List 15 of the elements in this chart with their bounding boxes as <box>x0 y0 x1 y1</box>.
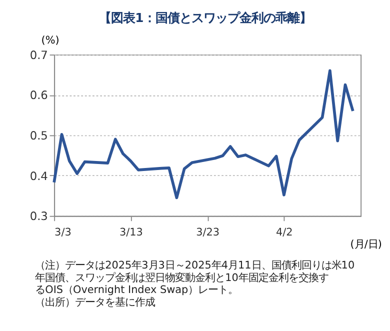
x-axis-title: (月/日) <box>350 238 382 251</box>
line-series <box>52 69 354 200</box>
y-tick-label: 0.6 <box>30 88 48 102</box>
y-tick-label: 0.4 <box>30 168 48 183</box>
x-tick-label: 4/2 <box>276 226 293 238</box>
y-axis-title: (%) <box>41 34 60 47</box>
y-tick-label: 0.7 <box>30 48 48 62</box>
y-tick-label: 0.5 <box>30 128 48 142</box>
text: （出所）データを基に作成 <box>35 296 156 309</box>
text: （注）データは2025年3月3日～2025年4月11日、国債利回りは米10年国債、スワップ金利は翌日物変動金利と10年固定金利を交換するOIS（Overnight Index Swap）レート。 <box>35 260 355 296</box>
y-tick-label: 0.3 <box>30 209 48 224</box>
x-tick-label: 3/23 <box>196 226 220 238</box>
x-tick-label: 3/13 <box>119 226 143 238</box>
x-tick-label: 3/3 <box>54 226 72 238</box>
chart-title: 【図表1：国債とスワップ金利の乖離】 <box>99 10 312 25</box>
